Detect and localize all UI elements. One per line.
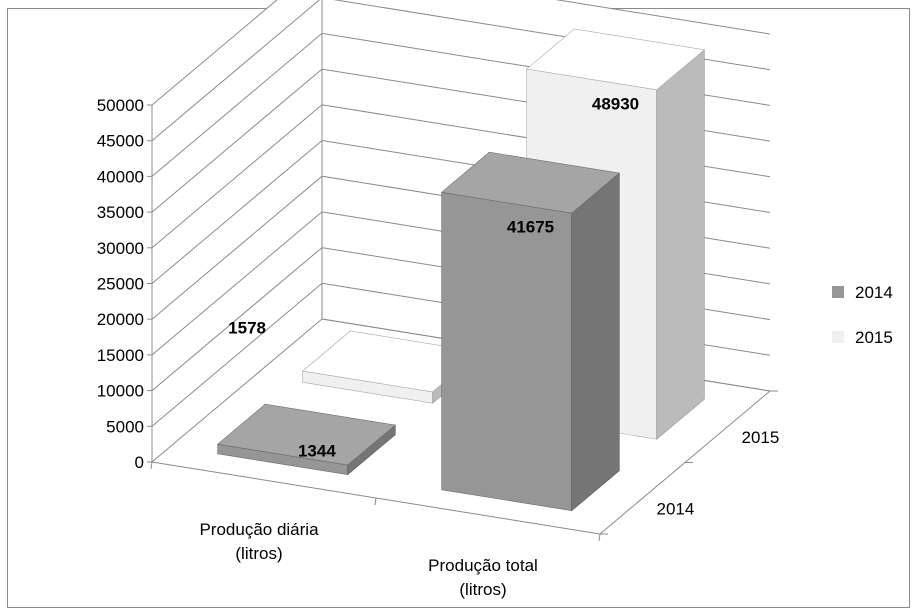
- y-tick-label: 45000: [97, 132, 144, 151]
- legend-swatch: [832, 286, 844, 298]
- bar-side-face: [656, 49, 705, 440]
- depth-tick-label: 2014: [657, 499, 695, 518]
- bar-top-face: [526, 28, 705, 91]
- y-tick-label: 30000: [97, 239, 144, 258]
- y-tick-label: 40000: [97, 167, 144, 186]
- depth-tick-label: 2015: [742, 428, 780, 447]
- bar-front-face: [441, 191, 573, 512]
- legend-swatch: [832, 331, 844, 343]
- y-tick-label: 20000: [97, 310, 144, 329]
- x-axis-ticks: Produção diária (litros) Produção total (li…: [150, 461, 601, 599]
- bar-top-face: [441, 151, 620, 214]
- x-tick-mark: [374, 497, 377, 506]
- y-tick-label: 15000: [97, 346, 144, 365]
- data-label: 1578: [228, 319, 266, 338]
- y-tick-label: 50000: [97, 96, 144, 115]
- bar-2015-1: 48930: [526, 28, 705, 440]
- bar-top-face: [217, 403, 396, 466]
- data-label: 48930: [592, 94, 639, 113]
- legend-label: 2015: [855, 328, 893, 347]
- bar-2014-1: 41675: [441, 151, 620, 512]
- depth-axis-ticks: 2014 2015: [600, 390, 780, 535]
- x-tick-label: Produção total (litros): [428, 556, 538, 599]
- y-tick-label: 35000: [97, 203, 144, 222]
- x-tick-label-line: (litros): [235, 544, 282, 563]
- y-tick-label: 5000: [106, 417, 144, 436]
- x-tick-label-line: Produção diária: [199, 520, 319, 539]
- bar-2014-0: 1344: [217, 403, 396, 476]
- bars: 48930 1578 41675 1344: [217, 28, 705, 512]
- x-tick-mark: [150, 461, 153, 470]
- legend-label: 2014: [855, 283, 893, 302]
- x-tick-label-line: (litros): [459, 580, 506, 599]
- y-tick-label: 10000: [97, 382, 144, 401]
- x-tick-label-line: Produção total: [428, 556, 538, 575]
- side-wall: [152, 0, 322, 462]
- bar-side-face: [571, 172, 620, 512]
- y-tick-label: 0: [135, 453, 144, 472]
- y-axis-ticks: 0 5000 10000 15000 20000 25000 30000 35000 40000…: [97, 96, 152, 472]
- x-tick-label: Produção diária (litros): [199, 520, 319, 563]
- y-tick-label: 25000: [97, 275, 144, 294]
- data-label: 1344: [298, 441, 336, 460]
- gridline: [151, 0, 771, 106]
- x-tick-mark: [598, 533, 601, 542]
- legend: 2014 2015: [832, 283, 893, 347]
- data-label: 41675: [507, 218, 554, 237]
